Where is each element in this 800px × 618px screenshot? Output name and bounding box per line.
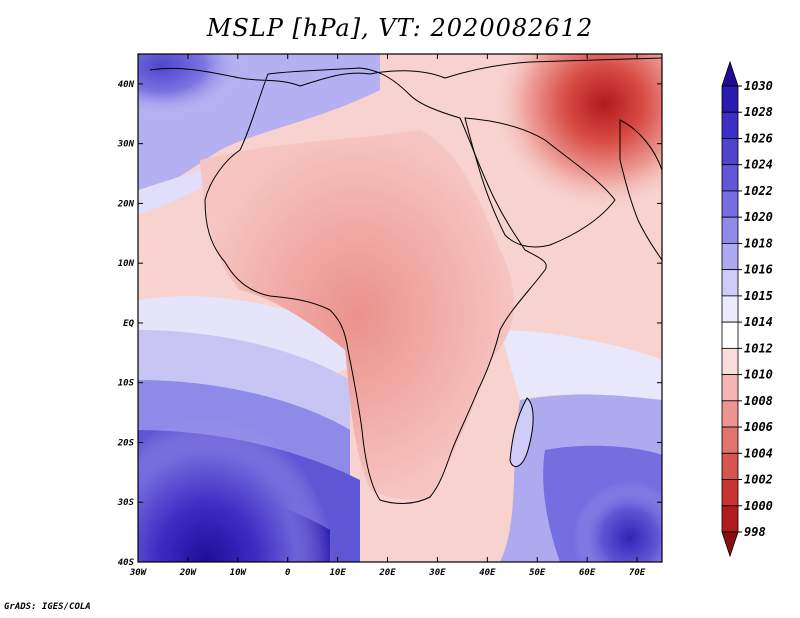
lon-tick-label: 60E [579, 568, 596, 578]
colorbar-segment [721, 269, 739, 297]
colorbar-segment [721, 479, 739, 507]
lon-tick-label: 0 [285, 568, 291, 578]
colorbar-segment [721, 138, 739, 166]
colorbar-segment [721, 85, 739, 113]
lon-tick-label: 10E [329, 568, 346, 578]
lon-tick-label: 10W [230, 568, 248, 578]
colorbar-label: 1012 [744, 341, 773, 355]
colorbar-label: 1030 [744, 79, 773, 93]
colorbar-segment [721, 400, 739, 428]
colorbar-segment [721, 190, 739, 218]
colorbar-top-arrow [721, 60, 739, 87]
colorbar-segment [721, 452, 739, 480]
colorbar-segment [721, 295, 739, 323]
lon-tick-label: 30W [129, 568, 148, 578]
lat-tick-label: 30N [117, 140, 135, 150]
map-title: MSLP [hPa], VT: 2020082612 [206, 14, 594, 42]
lat-tick-label: 20S [117, 438, 135, 448]
colorbar-label: 1024 [744, 158, 773, 172]
lat-tick-label: 30S [117, 498, 135, 508]
colorbar-label: 1015 [744, 289, 773, 303]
lat-tick-label: 40S [118, 558, 135, 568]
lat-tick-label: 20N [117, 199, 135, 209]
colorbar-segment [721, 505, 739, 533]
lon-tick-label: 70E [629, 568, 646, 578]
colorbar-label: 1028 [744, 105, 773, 119]
colorbar-segment [721, 164, 739, 192]
colorbar-segment [721, 374, 739, 402]
lat-tick-label: 40N [118, 80, 135, 90]
colorbar-bottom-arrow [721, 531, 739, 558]
lon-tick-label: 20E [378, 568, 396, 578]
lat-tick-label: 10S [118, 379, 135, 389]
pressure-field [138, 54, 662, 562]
colorbar-segment [721, 347, 739, 375]
colorbar-label: 1004 [744, 446, 773, 460]
colorbar-label: 1006 [744, 420, 773, 434]
colorbar-segment [721, 426, 739, 454]
colorbar-segment [721, 321, 739, 349]
colorbar-label: 1020 [744, 210, 773, 224]
colorbar-segment [721, 216, 739, 244]
lon-tick-label: 40E [479, 568, 496, 578]
lon-tick-label: 30E [428, 568, 446, 578]
lat-tick-label: 10N [118, 259, 135, 269]
colorbar-segment [721, 111, 739, 139]
grads-credit: GrADS: IGES/COLA [4, 602, 91, 612]
colorbar-segment [721, 243, 739, 271]
colorbar-label: 1010 [744, 368, 773, 382]
plot-frame [137, 53, 663, 563]
colorbar-label: 1008 [744, 394, 773, 408]
colorbar: 1030 1028 1026 1024 1022 1020 1018 1016 1015 1014… [721, 60, 773, 558]
colorbar-label: 1016 [744, 263, 773, 277]
colorbar-label: 1014 [744, 315, 773, 329]
lon-tick-label: 50E [529, 568, 546, 578]
lon-tick-label: 20W [179, 568, 198, 578]
lat-tick-label: EQ [123, 319, 134, 329]
colorbar-label: 1022 [744, 184, 773, 198]
colorbar-label: 998 [744, 525, 766, 539]
colorbar-label: 1026 [744, 131, 773, 145]
colorbar-label: 1002 [744, 473, 773, 487]
colorbar-label: 1000 [744, 499, 773, 513]
colorbar-label: 1018 [744, 236, 773, 250]
